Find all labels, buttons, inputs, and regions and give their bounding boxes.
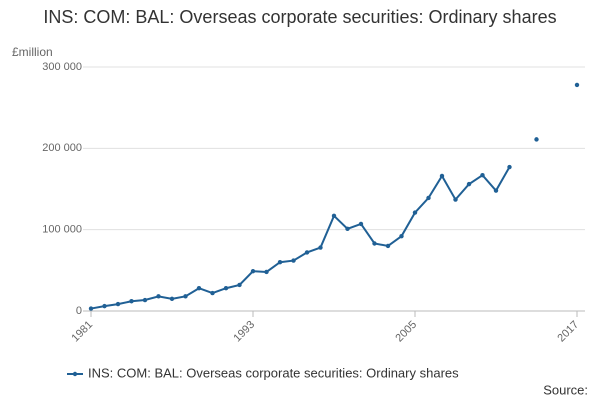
point (304, 250, 310, 255)
point (493, 188, 499, 193)
legend-swatch-marker (72, 371, 78, 377)
point (264, 269, 269, 275)
point (88, 306, 94, 311)
point (574, 82, 580, 88)
point (345, 226, 350, 232)
y-axis-label: £million (12, 45, 53, 59)
point (412, 210, 418, 215)
point (480, 172, 485, 178)
point (277, 260, 283, 265)
point (102, 303, 107, 309)
y-tick-label: 300 000 (42, 61, 82, 73)
point (318, 245, 323, 250)
legend-label: INS: COM: BAL: Overseas corporate securi… (88, 365, 459, 380)
point (439, 173, 445, 179)
point (142, 297, 148, 303)
line (91, 85, 577, 309)
point (115, 301, 121, 307)
point (183, 294, 188, 299)
point (534, 137, 539, 142)
point (399, 233, 404, 239)
y-tick-label: 200 000 (42, 142, 82, 154)
point (291, 258, 296, 263)
point (331, 213, 337, 219)
point (466, 181, 472, 187)
point (169, 296, 175, 301)
point (237, 282, 242, 288)
point (453, 197, 458, 202)
x-tick-label: 1981 (69, 319, 95, 345)
point (129, 299, 134, 304)
y-tick-label: 0 (76, 305, 82, 317)
point (223, 286, 229, 291)
x-tick-label: 2005 (393, 319, 419, 345)
x-tick-label: 1993 (231, 319, 257, 345)
point (358, 221, 364, 227)
point (156, 294, 161, 299)
source: Source: (543, 382, 588, 397)
point (426, 195, 431, 201)
x-tick-label: 2017 (555, 319, 581, 345)
point (372, 241, 377, 246)
point (196, 286, 202, 291)
point (385, 243, 391, 249)
point (507, 164, 512, 170)
chart-title: INS: COM: BAL: Overseas corporate securi… (43, 7, 557, 27)
point (250, 268, 256, 274)
point (210, 290, 215, 296)
y-tick-label: 100 000 (42, 224, 82, 236)
